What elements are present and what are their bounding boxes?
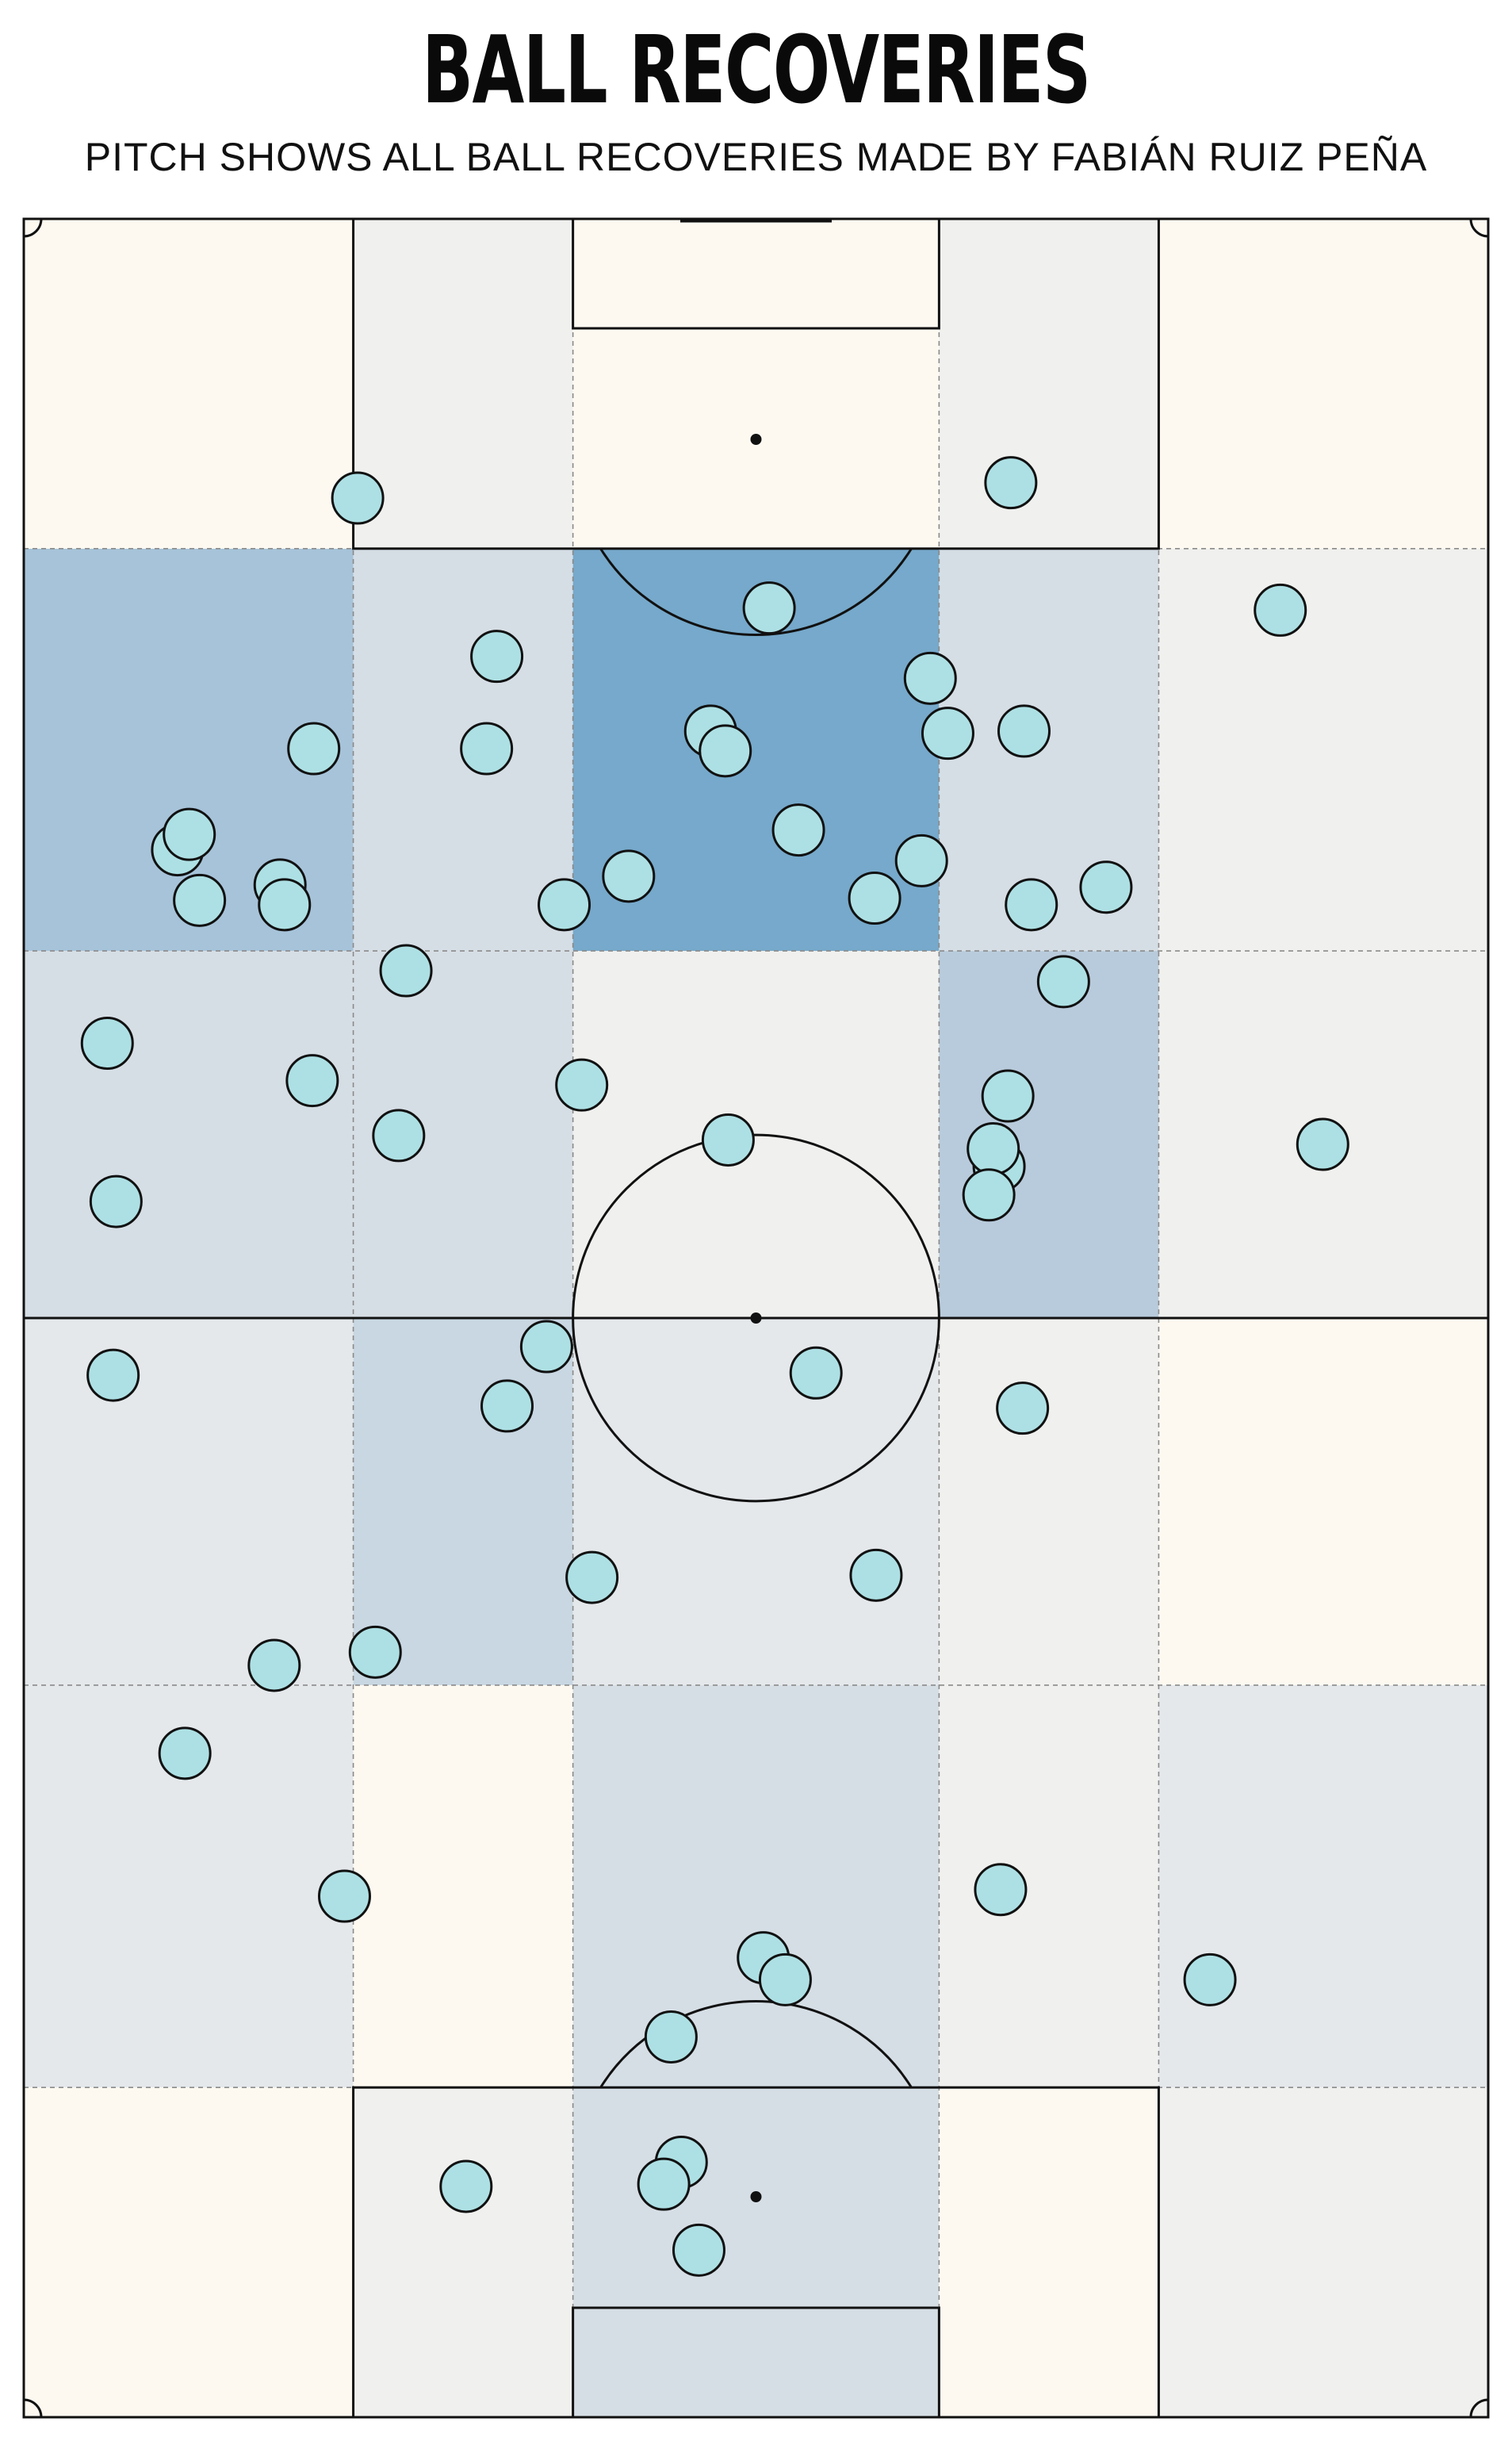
recovery-point xyxy=(672,2223,725,2277)
recovery-point xyxy=(644,2010,698,2064)
top-penalty-arc xyxy=(599,548,913,636)
recovery-point xyxy=(996,1381,1050,1435)
recovery-point xyxy=(1079,860,1133,914)
recovery-point xyxy=(480,1379,534,1433)
corner-arc xyxy=(23,2398,43,2418)
recovery-point xyxy=(372,1109,426,1163)
recovery-points xyxy=(80,456,1349,2277)
corner-arc xyxy=(1469,2398,1489,2418)
pitch-markings xyxy=(22,217,1490,2419)
recovery-point xyxy=(538,878,591,932)
corner-arc xyxy=(1469,218,1489,238)
heat-zone xyxy=(353,1684,573,2088)
recovery-point xyxy=(637,2157,691,2211)
centre-circle xyxy=(572,1133,940,1503)
recovery-point xyxy=(258,878,312,932)
centre-spot xyxy=(750,1312,762,1324)
recovery-point xyxy=(379,944,433,998)
recovery-point xyxy=(317,1869,371,1923)
recovery-point xyxy=(997,704,1051,758)
recovery-point xyxy=(894,833,948,887)
heat-zone xyxy=(1158,1318,1488,1685)
recovery-point xyxy=(439,2159,493,2213)
recovery-point xyxy=(470,630,524,684)
recovery-point xyxy=(565,1550,619,1604)
recovery-point xyxy=(331,471,385,525)
chart-subtitle: PITCH SHOWS ALL BALL RECOVERIES MADE BY … xyxy=(84,135,1428,179)
top-penalty-spot xyxy=(750,434,762,445)
heat-zone xyxy=(353,219,573,549)
recovery-point xyxy=(974,1863,1028,1917)
recovery-point xyxy=(158,1726,212,1780)
heat-zone xyxy=(572,1684,940,2088)
recovery-point xyxy=(173,873,227,927)
recovery-point xyxy=(602,849,656,903)
bottom-penalty-spot xyxy=(750,2191,762,2202)
heat-zone xyxy=(939,2087,1159,2417)
heat-zone xyxy=(1158,548,1488,952)
recovery-point xyxy=(1296,1117,1349,1171)
recovery-point xyxy=(742,581,796,635)
heat-zone xyxy=(1158,219,1488,549)
recovery-point xyxy=(285,1054,339,1108)
recovery-point xyxy=(701,1113,755,1167)
recovery-point xyxy=(1183,1952,1237,2006)
recovery-point xyxy=(555,1058,609,1112)
recovery-point xyxy=(247,1638,301,1692)
recovery-point xyxy=(89,1175,143,1228)
chart-title: BALL RECOVERIES xyxy=(422,15,1091,125)
recovery-point xyxy=(848,872,901,925)
heatmap-zones xyxy=(24,219,1488,2417)
recovery-point xyxy=(903,651,957,705)
recovery-point xyxy=(921,707,974,761)
recovery-point xyxy=(519,1320,573,1374)
heat-zone xyxy=(572,2087,940,2417)
recovery-point xyxy=(984,456,1038,510)
heat-zone xyxy=(24,1318,354,1685)
heat-zone xyxy=(353,1318,573,1685)
heat-zone xyxy=(24,219,354,549)
heat-zone xyxy=(939,1684,1159,2088)
recovery-point xyxy=(460,722,514,776)
bottom-six-yard-box xyxy=(572,2306,940,2419)
heat-zone xyxy=(24,2087,354,2417)
recovery-point xyxy=(1005,878,1058,932)
recovery-point xyxy=(758,1952,812,2006)
recovery-point xyxy=(771,803,825,857)
recovery-point xyxy=(80,1017,134,1070)
recovery-point xyxy=(1036,955,1090,1009)
recovery-point xyxy=(287,722,341,776)
recovery-point xyxy=(962,1168,1016,1222)
recovery-point xyxy=(967,1122,1020,1176)
heat-zone xyxy=(1158,2087,1488,2417)
recovery-point xyxy=(348,1625,402,1679)
recovery-point xyxy=(86,1348,140,1402)
heat-zone xyxy=(24,951,354,1318)
heat-zone xyxy=(1158,1684,1488,2088)
heat-zone xyxy=(353,2087,573,2417)
recovery-point xyxy=(1254,583,1307,637)
recovery-point xyxy=(163,807,216,861)
heat-zone xyxy=(939,1318,1159,1685)
recovery-point xyxy=(699,724,752,778)
recovery-point xyxy=(789,1346,843,1400)
bottom-penalty-arc xyxy=(599,2000,913,2088)
heat-zone xyxy=(939,219,1159,549)
corner-arc xyxy=(23,218,43,238)
recovery-point xyxy=(849,1548,903,1602)
recovery-point xyxy=(981,1069,1035,1123)
heat-zone xyxy=(572,219,940,549)
